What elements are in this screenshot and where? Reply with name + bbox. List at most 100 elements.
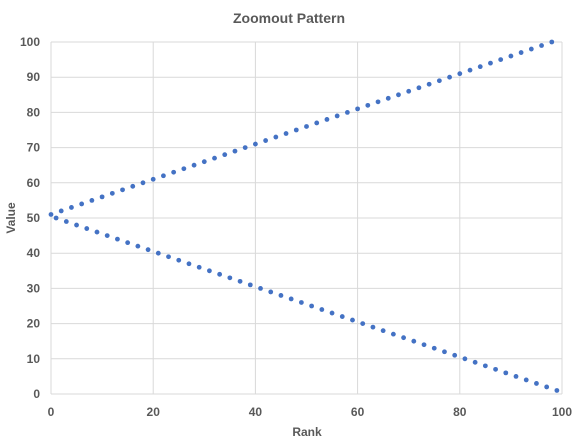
data-point <box>201 159 207 165</box>
y-tick-label: 50 <box>27 211 41 225</box>
gridlines <box>50 41 563 395</box>
data-point <box>329 310 335 316</box>
data-point <box>273 134 279 140</box>
data-point <box>222 152 228 158</box>
data-point <box>401 335 406 341</box>
data-point <box>89 198 95 203</box>
data-point <box>360 321 366 326</box>
data-point <box>247 282 253 288</box>
data-point <box>237 278 243 284</box>
data-point <box>334 113 340 119</box>
data-point <box>120 187 125 193</box>
data-point <box>370 324 376 330</box>
data-point <box>528 46 534 52</box>
data-point <box>217 271 223 277</box>
data-point <box>191 162 197 168</box>
data-point <box>406 88 412 94</box>
data-point <box>181 166 187 172</box>
data-point <box>350 317 355 323</box>
y-tick-label: 20 <box>27 317 41 331</box>
data-point <box>58 208 64 214</box>
data-point <box>161 173 166 179</box>
data-point <box>84 226 90 231</box>
data-point <box>482 363 488 369</box>
y-tick-label: 80 <box>27 105 41 119</box>
data-point <box>518 50 524 55</box>
data-point <box>99 194 105 200</box>
data-point <box>436 78 442 84</box>
y-tick-label: 90 <box>27 70 41 84</box>
data-point <box>488 60 493 66</box>
data-point <box>150 176 156 182</box>
data-point <box>63 219 69 224</box>
data-point <box>227 275 233 281</box>
data-point <box>104 233 110 239</box>
data-point <box>232 148 238 154</box>
data-point <box>375 99 381 105</box>
data-point <box>319 307 325 312</box>
x-axis-label: Rank <box>292 425 322 439</box>
data-point <box>421 342 427 348</box>
data-point <box>288 296 294 302</box>
x-tick-label: 100 <box>552 405 572 419</box>
y-tick-label: 70 <box>27 141 41 155</box>
data-point <box>508 53 514 59</box>
data-point <box>304 124 309 129</box>
data-point <box>539 43 544 48</box>
data-point <box>196 264 202 270</box>
x-tick-label: 20 <box>147 405 161 419</box>
y-tick-label: 30 <box>27 281 41 295</box>
data-point <box>457 71 463 77</box>
data-point <box>298 300 304 305</box>
data-point <box>135 243 141 249</box>
data-point <box>314 120 320 126</box>
data-point <box>339 314 345 319</box>
x-tick-label: 0 <box>48 405 55 419</box>
data-point <box>544 384 550 390</box>
data-point <box>263 138 269 143</box>
data-point <box>523 377 529 383</box>
data-point <box>503 370 509 376</box>
data-point <box>426 81 432 87</box>
data-point <box>385 95 391 101</box>
data-point <box>452 352 458 358</box>
data-point <box>283 131 289 136</box>
data-point <box>380 328 386 334</box>
data-point <box>462 356 468 362</box>
data-point <box>125 240 131 246</box>
data-point <box>171 169 177 175</box>
data-point <box>253 141 258 147</box>
data-point <box>309 303 315 309</box>
data-point <box>324 117 330 122</box>
x-tick-label: 60 <box>351 405 365 419</box>
data-point <box>431 345 437 351</box>
data-point <box>477 64 483 70</box>
data-point <box>278 293 284 298</box>
data-point <box>69 205 74 210</box>
data-point <box>554 388 560 393</box>
data-point <box>268 289 274 295</box>
chart-title: Zoomout Pattern <box>233 10 345 26</box>
data-point <box>145 247 151 253</box>
data-point <box>79 201 85 207</box>
data-point <box>493 366 498 372</box>
data-point <box>212 155 217 161</box>
data-point <box>549 39 555 45</box>
data-point <box>186 261 192 267</box>
data-point <box>258 286 263 291</box>
data-point <box>416 85 422 91</box>
y-tick-label: 0 <box>33 387 40 401</box>
data-point <box>140 180 146 186</box>
data-point <box>94 229 100 235</box>
data-point <box>355 106 360 112</box>
data-point <box>534 381 539 386</box>
y-axis-label: Value <box>4 202 18 234</box>
data-point <box>155 250 161 256</box>
data-point <box>53 215 59 221</box>
data-point <box>176 257 182 263</box>
data-points <box>48 39 560 393</box>
data-point <box>109 190 115 196</box>
data-point <box>344 110 350 115</box>
x-axis-ticks: 0 20 40 60 80 100 <box>48 405 573 419</box>
